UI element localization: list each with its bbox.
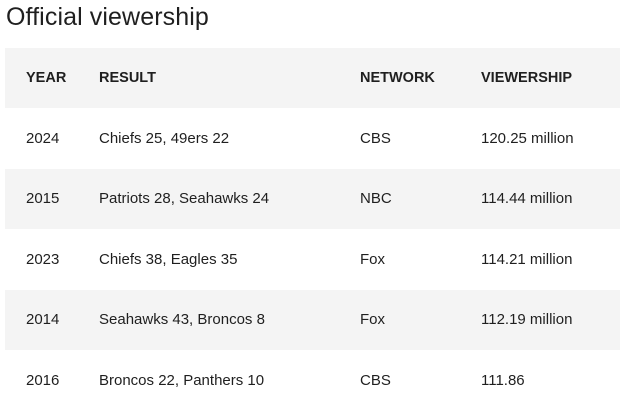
cell-year: 2015 (26, 190, 60, 208)
column-header-network: NETWORK (360, 70, 435, 87)
cell-network: CBS (360, 130, 391, 148)
viewership-table: YEAR RESULT NETWORK VIEWERSHIP 2024 Chie… (5, 48, 620, 406)
cell-viewership: 112.19 million (481, 311, 573, 329)
cell-year: 2023 (26, 250, 60, 268)
cell-year: 2016 (26, 371, 60, 389)
table-header-row: YEAR RESULT NETWORK VIEWERSHIP (5, 48, 620, 109)
column-header-year: YEAR (26, 70, 67, 87)
table-row: 2023 Chiefs 38, Eagles 35 Fox 114.21 mil… (5, 229, 620, 289)
table-row: 2015 Patriots 28, Seahawks 24 NBC 114.44… (5, 168, 620, 230)
cell-network: Fox (360, 311, 386, 329)
table-row: 2014 Seahawks 43, Broncos 8 Fox 112.19 m… (5, 289, 620, 350)
cell-viewership: 120.25 million (481, 130, 574, 148)
column-header-viewership: VIEWERSHIP (481, 70, 573, 87)
cell-network: CBS (360, 371, 391, 389)
cell-result: Broncos 22, Panthers 10 (99, 371, 265, 389)
cell-year: 2024 (26, 130, 60, 148)
cell-result: Patriots 28, Seahawks 24 (99, 190, 270, 208)
cell-viewership: 114.44 million (481, 190, 573, 208)
page-title: Official viewership (6, 3, 209, 31)
cell-result: Chiefs 25, 49ers 22 (99, 130, 230, 148)
cell-network: NBC (360, 190, 392, 208)
cell-year: 2014 (26, 311, 60, 329)
cell-result: Chiefs 38, Eagles 35 (99, 250, 238, 268)
table-row: 2016 Broncos 22, Panthers 10 CBS 111.86 (5, 350, 620, 406)
column-header-result: RESULT (99, 70, 156, 87)
cell-result: Seahawks 43, Broncos 8 (99, 311, 265, 329)
cell-network: Fox (360, 250, 386, 268)
table-row: 2024 Chiefs 25, 49ers 22 CBS 120.25 mill… (5, 108, 620, 168)
cell-viewership: 111.86 (481, 371, 525, 389)
cell-viewership: 114.21 million (481, 250, 573, 268)
